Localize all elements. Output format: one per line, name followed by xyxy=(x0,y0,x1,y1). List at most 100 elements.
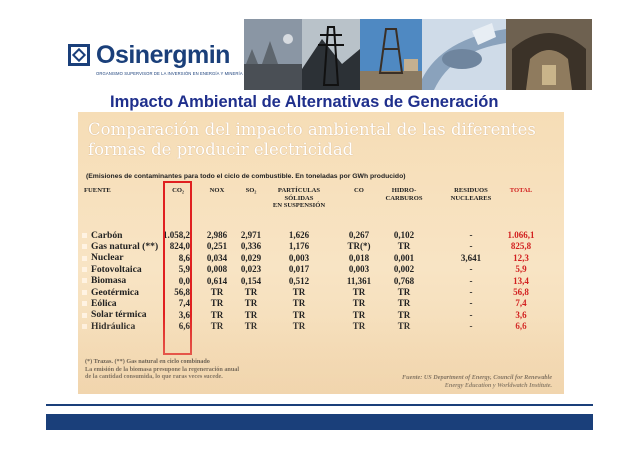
source-line2: Energy Education y Worldwatch Institute. xyxy=(444,381,552,389)
cell-hidrocarburos: TR xyxy=(397,309,411,320)
cell-residuos: - xyxy=(469,309,473,320)
cell-total: 7,4 xyxy=(515,298,527,309)
photo-mine-icon xyxy=(506,19,592,90)
cell-nox: TR xyxy=(210,298,224,309)
comparison-slide: Comparación del impacto ambiental de las… xyxy=(78,112,564,394)
cell-fuente: Eólica xyxy=(82,298,117,309)
cell-fuente: Fotovoltaica xyxy=(82,264,142,275)
cell-nox: 0,034 xyxy=(206,252,228,263)
cell-so2: TR xyxy=(244,321,258,332)
header-hidro-line1: HIDRO- xyxy=(391,187,417,194)
header-residuos: RESIDUOS NUCLEARES xyxy=(443,187,499,202)
cell-co: 0,018 xyxy=(348,252,370,263)
header-photo-strip xyxy=(244,19,592,90)
cell-fuente: Hidráulica xyxy=(82,321,135,332)
co2-highlight-box xyxy=(163,181,192,355)
cell-so2: TR xyxy=(244,298,258,309)
cell-particulas: TR xyxy=(292,298,306,309)
cell-so2: 2,971 xyxy=(240,230,262,240)
cell-fuente: Carbón xyxy=(82,230,122,241)
cell-so2: 0,336 xyxy=(240,241,262,252)
cell-particulas: 1,626 xyxy=(288,230,310,240)
cell-co: TR xyxy=(352,298,366,309)
cell-nox: TR xyxy=(210,321,224,332)
cell-fuente: Biomasa xyxy=(82,275,126,286)
cell-co2: 1.058,2 xyxy=(163,230,190,240)
cell-particulas: 0,017 xyxy=(288,264,310,275)
cell-fuente: Gas natural (**) xyxy=(82,241,158,252)
cell-hidrocarburos: 0,002 xyxy=(393,264,415,275)
photo-oil-rig-icon xyxy=(360,19,422,90)
header-hidro-line2: CARBUROS xyxy=(385,194,423,202)
cell-hidrocarburos: TR xyxy=(397,287,411,297)
cell-total: 12,3 xyxy=(513,252,529,263)
source-line1: Fuente: US Department of Energy, Council… xyxy=(402,374,552,381)
cell-co: TR(*) xyxy=(347,241,371,252)
logo-name: Osinergmin xyxy=(96,41,230,69)
footnotes: (*) Trazas. (**) Gas natural en ciclo co… xyxy=(85,358,239,381)
header-residuos-line2: NUCLEARES xyxy=(450,194,492,202)
cell-hidrocarburos: 0,001 xyxy=(393,252,415,263)
header-total: TOTAL xyxy=(509,187,533,194)
cell-co: 11,361 xyxy=(346,275,372,286)
cell-residuos: - xyxy=(469,230,473,240)
cell-nox: TR xyxy=(210,309,224,320)
header-particulas-line2: SÓLIDAS xyxy=(284,194,314,202)
cell-co: 0,267 xyxy=(348,230,370,240)
cell-fuente: Nuclear xyxy=(82,252,124,263)
emissions-table: FUENTE CO₂ NOX SO₂ PARTÍCULAS SÓLIDAS EN… xyxy=(78,112,564,394)
osinergmin-logo: Osinergmin ORGANISMO SUPERVISOR DE LA IN… xyxy=(68,40,243,82)
footer-bar xyxy=(46,414,593,430)
cell-total: 1.066,1 xyxy=(507,230,535,240)
header-particulas-line1: PARTÍCULAS xyxy=(277,187,321,194)
cell-residuos: - xyxy=(469,275,473,286)
cell-particulas: TR xyxy=(292,309,306,320)
cell-particulas: 1,176 xyxy=(288,241,310,252)
cell-nox: 0,008 xyxy=(206,264,228,275)
cell-residuos: 3,641 xyxy=(460,252,482,263)
photo-pipeline-icon xyxy=(422,19,506,90)
cell-fuente: Solar térmica xyxy=(82,309,147,320)
emissions-note: (Emisiones de contaminantes para todo el… xyxy=(86,173,406,180)
header-hidrocarburos: HIDRO- CARBUROS xyxy=(381,187,427,202)
cell-so2: 0,154 xyxy=(240,275,262,286)
cell-so2: 0,023 xyxy=(240,264,262,275)
cell-hidrocarburos: TR xyxy=(397,321,411,332)
cell-nox: 0,614 xyxy=(206,275,228,286)
cell-total: 13,4 xyxy=(513,275,529,286)
header-co2: CO₂ xyxy=(172,187,184,194)
cell-co: TR xyxy=(352,309,366,320)
header-fuente: FUENTE xyxy=(84,187,111,194)
cell-hidrocarburos: 0,768 xyxy=(393,275,415,286)
page-title: Impacto Ambiental de Alternativas de Gen… xyxy=(110,93,499,111)
logo-subtitle: ORGANISMO SUPERVISOR DE LA INVERSIÓN EN … xyxy=(96,71,243,76)
footer-rule xyxy=(46,404,593,406)
cell-hidrocarburos: 0,102 xyxy=(393,230,415,240)
cell-nox: TR xyxy=(210,287,224,297)
cell-co2: 0,0 xyxy=(178,275,190,286)
cell-particulas: 0,512 xyxy=(288,275,310,286)
cell-hidrocarburos: TR xyxy=(397,298,411,309)
cell-total: 3,6 xyxy=(515,309,527,320)
cell-so2: TR xyxy=(244,309,258,320)
header-residuos-line1: RESIDUOS xyxy=(454,187,488,194)
header-nox: NOX xyxy=(209,187,225,194)
header-so2: SO₂ xyxy=(245,187,257,194)
footnote-line2: La emisión de la biomasa presupone la re… xyxy=(85,365,240,373)
logo-mark-icon xyxy=(68,44,90,66)
cell-co2: 56,8 xyxy=(174,287,190,297)
cell-residuos: - xyxy=(469,298,473,309)
cell-particulas: 0,003 xyxy=(288,252,310,263)
slide-title-line1: Comparación del impacto ambiental de las… xyxy=(88,120,536,139)
cell-co2: 824,0 xyxy=(169,241,190,252)
cell-total: 6,6 xyxy=(515,321,527,332)
photo-transmission-tower-icon xyxy=(302,19,360,90)
cell-co2: 5,9 xyxy=(178,264,190,275)
footnote-line1: (*) Trazas. (**) Gas natural en ciclo co… xyxy=(85,358,210,365)
source-note: Fuente: US Department of Energy, Council… xyxy=(402,374,552,389)
cell-residuos: - xyxy=(469,287,473,297)
cell-total: 56,8 xyxy=(513,287,529,297)
cell-residuos: - xyxy=(469,264,473,275)
cell-so2: TR xyxy=(244,287,258,297)
cell-co2: 6,6 xyxy=(178,321,190,332)
